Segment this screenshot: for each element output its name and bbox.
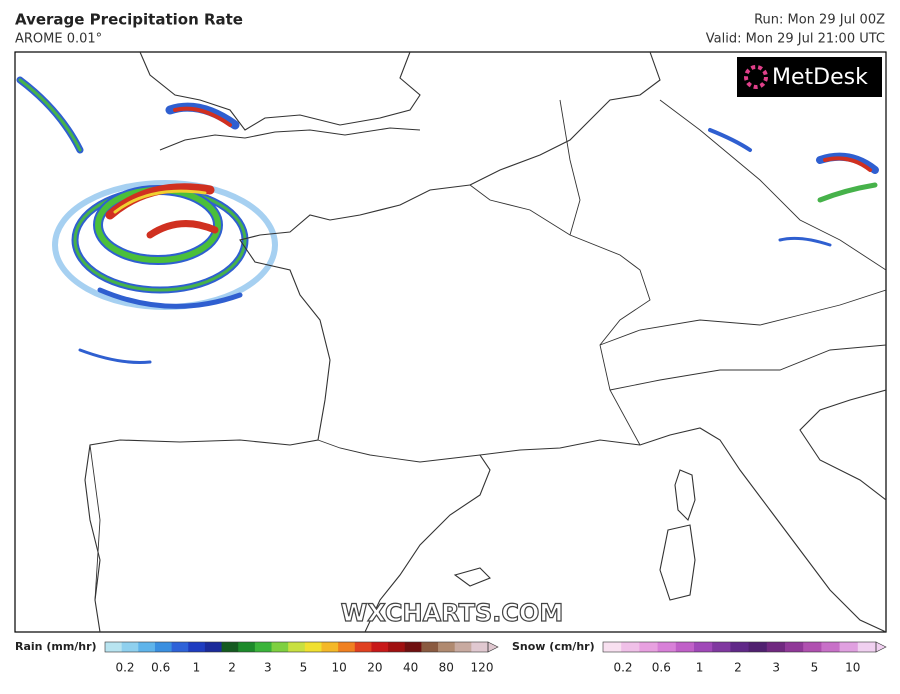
color-step: [621, 642, 640, 652]
color-step: [138, 642, 156, 652]
color-step: [404, 642, 422, 652]
run-time: Run: Mon 29 Jul 00Z: [754, 13, 885, 28]
color-step: [338, 642, 356, 652]
tick-label: 2: [228, 661, 236, 675]
color-step: [603, 642, 622, 652]
color-step: [304, 642, 322, 652]
watermark: WXCHARTS.COM: [341, 599, 563, 627]
rain-label: Rain (mm/hr): [15, 640, 97, 653]
colorbar-arrow: [875, 641, 887, 653]
color-step: [204, 642, 223, 652]
color-step: [154, 642, 173, 652]
color-step: [288, 642, 306, 652]
color-step: [803, 642, 822, 652]
valid-time: Valid: Mon 29 Jul 21:00 UTC: [706, 32, 885, 47]
color-step: [188, 642, 206, 652]
tick-label: 1: [193, 661, 201, 675]
tick-label: 3: [264, 661, 272, 675]
logo-box: [737, 57, 882, 97]
color-step: [105, 642, 123, 652]
color-step: [221, 642, 239, 652]
color-step: [712, 642, 731, 652]
color-step: [675, 642, 695, 652]
logo-icon: [744, 65, 768, 89]
color-step: [766, 642, 786, 652]
tick-label: 10: [845, 661, 860, 675]
color-step: [639, 642, 659, 652]
tick-label: 5: [300, 661, 308, 675]
color-step: [839, 642, 859, 652]
color-step: [388, 642, 406, 652]
map: MetDesk WXCHARTS.COM: [14, 51, 887, 633]
legend: Rain (mm/hr) Snow (cm/hr) 0.2 0.6 1 2 3 5 10 20…: [15, 640, 887, 675]
tick-label: 20: [367, 661, 382, 675]
color-step: [238, 642, 256, 652]
tick-label: 40: [403, 661, 418, 675]
tick-label: 3: [772, 661, 780, 675]
color-step: [421, 642, 439, 652]
colorbar-frame: [602, 641, 877, 653]
color-step: [454, 642, 472, 652]
title: Average Precipitation Rate: [15, 11, 243, 29]
color-step: [730, 642, 750, 652]
color-step: [271, 642, 289, 652]
color-step: [121, 642, 139, 652]
color-step: [471, 642, 489, 652]
color-step: [438, 642, 456, 652]
color-step: [371, 642, 389, 652]
logo-text: MetDesk: [772, 65, 868, 90]
snow-label: Snow (cm/hr): [512, 640, 595, 653]
color-step: [694, 642, 713, 652]
colorbar-arrow: [487, 641, 499, 653]
color-step: [785, 642, 804, 652]
tick-label: 2: [734, 661, 742, 675]
tick-label: 80: [439, 661, 454, 675]
color-step: [171, 642, 189, 652]
tick-label: 0.6: [151, 661, 170, 675]
subtitle: AROME 0.01°: [15, 32, 102, 47]
color-step: [857, 642, 877, 652]
tick-label: 5: [811, 661, 819, 675]
tick-label: 0.2: [115, 661, 134, 675]
tick-label: 120: [471, 661, 494, 675]
color-step: [821, 642, 841, 652]
colorbar-frame: [104, 641, 489, 653]
color-step: [254, 642, 273, 652]
color-step: [748, 642, 768, 652]
color-step: [657, 642, 677, 652]
color-step: [354, 642, 372, 652]
tick-label: 0.6: [652, 661, 671, 675]
tick-label: 1: [696, 661, 704, 675]
tick-label: 0.2: [613, 661, 632, 675]
tick-label: 10: [332, 661, 347, 675]
color-step: [321, 642, 339, 652]
